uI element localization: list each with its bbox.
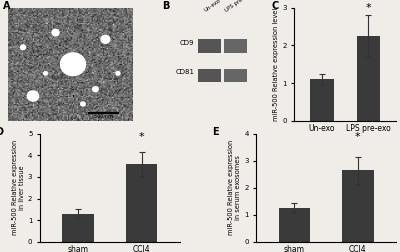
Bar [198,69,220,82]
Circle shape [93,87,98,92]
Text: CD9: CD9 [180,40,194,46]
Bar [224,69,247,82]
Text: 500 nm: 500 nm [94,114,113,119]
Circle shape [52,29,59,36]
Text: D: D [0,127,3,137]
Text: E: E [212,127,218,137]
Text: *: * [366,3,371,13]
Bar [342,170,374,242]
Bar [126,164,157,242]
Circle shape [101,35,110,43]
Bar [62,214,94,242]
Circle shape [20,45,26,50]
Circle shape [44,72,47,75]
Text: Un-exo: Un-exo [203,0,222,13]
Text: *: * [355,132,361,142]
Bar [310,79,334,121]
Bar [279,208,310,242]
Circle shape [116,72,120,75]
Y-axis label: miR-500 Relative expression level: miR-500 Relative expression level [273,8,279,121]
Circle shape [27,91,39,101]
Text: C: C [272,1,279,11]
Circle shape [60,53,86,76]
Bar [357,36,380,121]
Bar [198,39,220,53]
Text: A: A [3,1,10,11]
Y-axis label: miR-500 Relative expression
in serum exosomes: miR-500 Relative expression in serum exo… [228,140,242,235]
Bar [224,39,247,53]
Text: LPS pre-exo: LPS pre-exo [224,0,253,13]
Y-axis label: miR-500 Relative expression
in liver tissue: miR-500 Relative expression in liver tis… [12,140,25,235]
Text: *: * [139,132,144,142]
Text: CD81: CD81 [175,69,194,75]
Text: B: B [162,1,170,11]
Circle shape [81,102,85,106]
